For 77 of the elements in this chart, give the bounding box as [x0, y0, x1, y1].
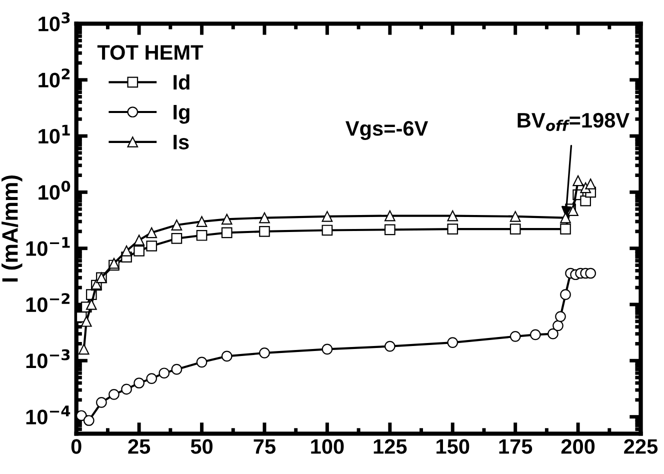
- x-tick-label: 175: [499, 439, 532, 454]
- legend-label: Id: [174, 74, 190, 90]
- point: [259, 212, 270, 224]
- point: [121, 384, 132, 395]
- point: [134, 378, 144, 388]
- point: [384, 210, 396, 222]
- point: [146, 373, 158, 384]
- point: [322, 211, 333, 222]
- point: [447, 210, 458, 222]
- point: [146, 227, 158, 238]
- point: [86, 299, 97, 310]
- annotation: BV$_{off}$=198V: [518, 112, 630, 132]
- point: [530, 329, 541, 340]
- legend-label: Is: [174, 134, 189, 150]
- point: [134, 245, 144, 256]
- point: [196, 356, 208, 368]
- point: [146, 240, 158, 252]
- point: [221, 227, 232, 238]
- y-tick-label: 10$^{−1}$: [26, 237, 70, 256]
- y-tick-label: 10$^{−2}$: [26, 293, 70, 312]
- point: [447, 337, 458, 348]
- y-tick-label: 10$^{0}$: [38, 180, 70, 200]
- point: [510, 331, 521, 342]
- x-tick-label: 100: [311, 439, 344, 454]
- point: [221, 350, 232, 362]
- point: [447, 224, 458, 235]
- point: [510, 211, 521, 222]
- point: [171, 364, 182, 375]
- point: [83, 415, 94, 426]
- point: [121, 245, 132, 256]
- x-tick-label: 25: [128, 439, 150, 454]
- point: [78, 344, 90, 355]
- legend-title: TOT HEMT: [97, 45, 204, 60]
- point: [80, 316, 92, 327]
- point: [108, 389, 120, 400]
- point: [134, 234, 144, 246]
- x-tick-label: 50: [190, 439, 213, 454]
- point: [76, 410, 87, 422]
- point: [221, 214, 232, 225]
- point: [585, 178, 596, 190]
- point: [196, 216, 208, 227]
- y-tick-label: 10$^{2}$: [38, 68, 70, 88]
- annotation: Vgs=-6V: [346, 121, 428, 140]
- point: [171, 220, 182, 230]
- point: [158, 368, 170, 379]
- y-tick-label: 10$^{1}$: [38, 124, 70, 144]
- point: [196, 230, 208, 241]
- point: [384, 340, 396, 352]
- x-tick-label: 125: [374, 439, 407, 454]
- point: [568, 205, 578, 216]
- point: [552, 320, 564, 332]
- point: [259, 226, 270, 237]
- point: [384, 224, 396, 236]
- y-tick-label: 10$^{−4}$: [26, 406, 70, 424]
- y-tick-label: 10$^{−3}$: [26, 349, 70, 368]
- point: [580, 195, 591, 206]
- point: [560, 289, 571, 300]
- point: [259, 348, 270, 358]
- point: [560, 224, 571, 235]
- x-tick-label: 200: [561, 439, 595, 454]
- y-tick-label: 10$^{3}$: [38, 12, 70, 32]
- point: [572, 175, 584, 186]
- x-tick-label: 225: [624, 439, 658, 454]
- x-tick-label: 150: [436, 439, 470, 454]
- legend-label: Ig: [174, 104, 190, 124]
- x-tick-label: 0: [71, 439, 82, 454]
- point: [555, 311, 566, 322]
- point: [548, 328, 558, 340]
- y-axis-title: I (mA/mm): [2, 175, 22, 282]
- x-tick-label: 75: [254, 439, 276, 454]
- point: [96, 397, 107, 408]
- point: [322, 344, 333, 355]
- point: [585, 268, 596, 279]
- point: [510, 224, 521, 235]
- point: [560, 212, 571, 224]
- point: [171, 233, 182, 244]
- point: [322, 224, 333, 236]
